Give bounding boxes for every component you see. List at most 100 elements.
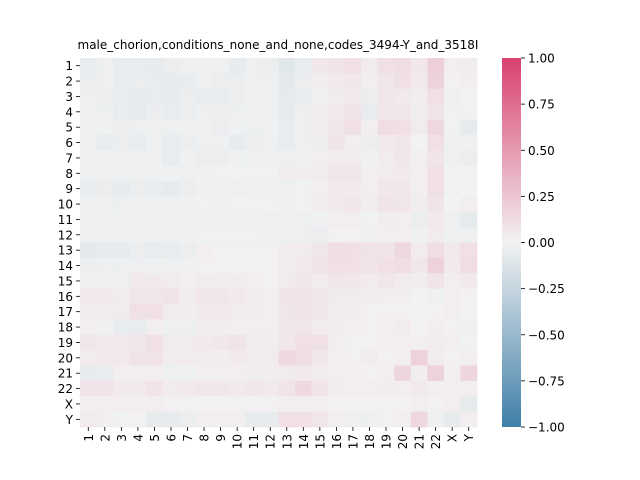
heatmap-cell [311,242,329,259]
heatmap-cell [443,150,461,167]
colorbar-tick-label: 0.25 [528,190,555,204]
heatmap-cell [295,396,312,413]
heatmap-cell [261,380,279,397]
heatmap-cell [245,165,263,182]
heatmap-cell [311,396,329,413]
heatmap-cell [212,380,230,397]
heatmap-cell [328,304,346,320]
heatmap-cell [146,396,164,413]
heatmap-cell [394,242,412,259]
heatmap-cell [311,104,329,120]
heatmap-cell [146,58,164,74]
heatmap-cell [328,196,346,213]
heatmap-cell [410,227,428,243]
x-tick-label: 18 [363,434,377,449]
heatmap-cell [427,257,445,274]
heatmap-cell [460,411,478,428]
heatmap-cell [295,181,312,197]
heatmap-cell [228,211,246,228]
heatmap-cell [113,257,131,274]
heatmap-cell [394,350,412,366]
heatmap-cell [228,181,246,197]
heatmap-cell [460,150,478,167]
heatmap-cell [344,196,362,213]
x-tick-labels: 1 2 3 4 5 6 7 8 9 10 11 12 13 14 15 16 17 18 19 20 21 22 X Y [82,427,476,449]
heatmap-cell [410,334,428,351]
y-tick-label: 1 [65,59,73,73]
heatmap-cell [295,365,312,382]
heatmap-cell [427,119,445,136]
heatmap-cell [311,304,329,320]
x-tick-label: 1 [82,434,96,442]
heatmap-cell [460,396,478,413]
heatmap-cell [212,227,230,243]
heatmap-cell [162,242,180,259]
heatmap-cell [443,304,461,320]
heatmap-cell [295,242,312,259]
heatmap-cell [278,227,296,243]
heatmap-cell [361,242,379,259]
heatmap-cell [311,150,329,167]
heatmap-cell [443,396,461,413]
heatmap-cell [394,150,412,167]
heatmap-cell [261,73,279,90]
heatmap-cell [179,88,197,105]
heatmap-cell [261,181,279,197]
heatmap-cell [179,227,197,243]
heatmap-cell [410,181,428,197]
heatmap-cell [410,380,428,397]
heatmap-cell [410,257,428,274]
y-tick-label: 14 [58,259,73,273]
heatmap-cell [129,119,147,136]
heatmap-cell [245,288,263,305]
heatmap-cell [129,242,147,259]
heatmap-cell [162,380,180,397]
heatmap-cell [129,150,147,167]
heatmap-cell [344,119,362,136]
heatmap-cell [179,273,197,290]
heatmap-cell [427,227,445,243]
heatmap-cell [394,165,412,182]
heatmap-cell [212,73,230,90]
heatmap-cell [96,273,114,290]
heatmap-cell [212,165,230,182]
x-tick-label: X [446,434,460,442]
heatmap-cell [410,273,428,290]
heatmap-cell [261,411,279,428]
x-tick-label: 10 [231,434,245,449]
x-tick-label: 16 [330,434,344,449]
heatmap-cell [295,334,312,351]
heatmap-cell [146,211,164,228]
heatmap-cell [377,119,395,136]
heatmap-cell [295,119,312,136]
heatmap-cell [245,119,263,136]
heatmap-cell [195,196,213,213]
heatmap-cell [113,227,131,243]
x-tick-label: 7 [181,434,195,442]
heatmap-cell [179,58,197,74]
x-tick-label: 3 [115,434,129,442]
heatmap-cell [228,257,246,274]
heatmap-cell [361,380,379,397]
heatmap-cell [162,350,180,366]
heatmap-cell [295,58,312,74]
heatmap-cell [212,257,230,274]
heatmap-cell [427,242,445,259]
heatmap-cell [328,334,346,351]
heatmap-cell [278,288,296,305]
x-tick-label: 20 [396,434,410,449]
heatmap-cell [394,334,412,351]
heatmap-cell [195,396,213,413]
y-tick-label: 5 [65,121,73,135]
heatmap-cell [377,73,395,90]
heatmap-cell [295,134,312,151]
heatmap-cell [278,119,296,136]
heatmap-cell [377,165,395,182]
heatmap-cell [129,134,147,151]
heatmap-cell [195,88,213,105]
heatmap-cell [394,319,412,336]
heatmap-cell [443,334,461,351]
heatmap-cell [80,334,97,351]
heatmap-cell [278,242,296,259]
